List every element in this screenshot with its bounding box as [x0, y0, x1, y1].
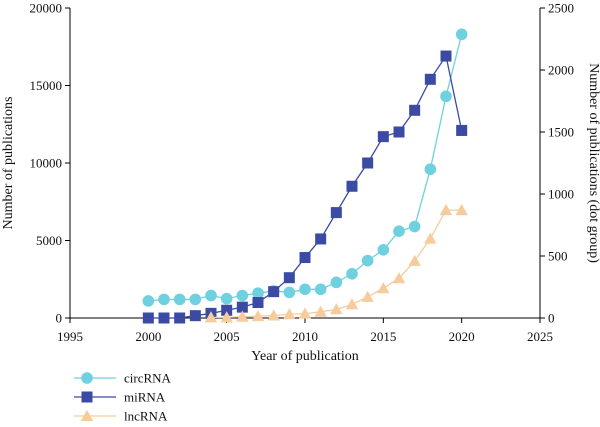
y-left-tick-label: 10000	[30, 156, 63, 171]
mirna-point	[299, 252, 311, 264]
lncrna-point	[204, 311, 218, 323]
y-axis-left-title: Number of publications	[1, 97, 16, 230]
series-layer	[142, 28, 468, 324]
circrna-point	[314, 283, 327, 296]
mirna-point	[174, 312, 186, 324]
mirna-point	[456, 124, 468, 136]
lncrna-point	[361, 290, 374, 302]
legend-item-circrna: circRNA	[74, 371, 172, 386]
circrna-point	[440, 90, 452, 103]
series-mirna	[142, 50, 468, 324]
lncrna-point	[298, 307, 312, 319]
mirna-point	[424, 73, 436, 85]
x-tick-label: 2020	[449, 329, 475, 344]
circrna-point	[252, 287, 264, 300]
lncrna-point	[220, 311, 233, 323]
axes	[69, 8, 541, 319]
mirna-point	[315, 233, 327, 245]
legend-label: circRNA	[124, 371, 172, 386]
lncrna-point	[236, 310, 249, 322]
y-left-tick-label: 5000	[36, 233, 62, 248]
y-right-tick-label: 2000	[548, 63, 574, 78]
mirna-point	[393, 126, 405, 138]
lncrna-point	[439, 203, 453, 216]
circrna-point	[377, 244, 390, 256]
lncrna-point	[314, 305, 327, 317]
circrna-point	[142, 295, 155, 307]
mirna-point	[362, 157, 374, 169]
mirna-point	[268, 286, 280, 298]
legend-item-lncrna: lncRNA	[74, 409, 168, 424]
y-right-ticks: 0 500 1000 1500 2000 2500	[540, 1, 574, 326]
mirna-point	[158, 312, 170, 324]
legend: circRNA miRNA lncRNA	[74, 371, 172, 424]
mirna-point	[346, 180, 358, 192]
mirna-point	[330, 207, 342, 219]
x-tick-label: 2005	[214, 329, 240, 344]
x-axis-title: Year of publication	[251, 349, 358, 364]
y-axis-right-title: Number of publications (dot group)	[586, 63, 600, 263]
lncrna-point	[392, 272, 406, 284]
legend-label: miRNA	[124, 390, 166, 405]
lncrna-point	[424, 232, 437, 244]
x-tick-label: 2010	[292, 329, 318, 344]
circrna-point	[408, 220, 421, 233]
mirna-point	[221, 304, 233, 316]
circrna-point	[173, 293, 186, 306]
circrna-point	[283, 286, 296, 299]
circrna-point	[158, 293, 170, 306]
lncrna-point	[377, 282, 390, 294]
circrna-point	[393, 225, 405, 237]
x-tick-label: 1995	[57, 329, 83, 344]
mirna-point	[409, 104, 421, 116]
mirna-point	[189, 310, 201, 322]
legend-item-mirna: miRNA	[74, 390, 166, 405]
y-right-tick-label: 500	[548, 249, 568, 264]
lncrna-point	[251, 309, 265, 322]
circrna-point	[330, 276, 343, 289]
x-tick-label: 2025	[527, 329, 553, 344]
x-tick-label: 2000	[135, 329, 161, 344]
lncrna-point	[345, 298, 359, 310]
lncrna-point	[408, 254, 421, 266]
circrna-point	[299, 283, 311, 296]
circrna-point	[424, 163, 437, 175]
y-left-tick-label: 20000	[30, 1, 63, 16]
mirna-point	[283, 272, 295, 284]
mirna-point	[252, 297, 264, 308]
legend-label: lncRNA	[124, 409, 168, 424]
legend-marker-lncrna	[80, 409, 94, 421]
legend-marker-mirna	[81, 391, 93, 403]
series-lncrna	[204, 203, 468, 323]
y-right-tick-label: 1000	[548, 187, 574, 202]
lncrna-point	[283, 308, 296, 320]
y-right-tick-label: 1500	[548, 125, 574, 140]
lncrna-point	[267, 309, 280, 321]
circrna-point	[455, 28, 468, 41]
circrna-point	[205, 289, 217, 302]
mirna-line	[148, 54, 463, 319]
circrna-point	[220, 292, 233, 305]
series-circrna	[142, 28, 468, 307]
y-left-tick-label: 0	[56, 311, 63, 326]
x-ticks: 1995 2000 2005 2010 2015 2020 2025	[57, 318, 553, 344]
mirna-point	[142, 312, 154, 324]
mirna-point	[236, 301, 248, 313]
y-right-tick-label: 0	[548, 311, 555, 326]
y-left-ticks: 0 5000 10000 15000 20000	[30, 1, 70, 326]
y-right-tick-label: 2500	[548, 1, 574, 16]
lncrna-line	[211, 209, 462, 319]
lncrna-point	[330, 303, 343, 315]
mirna-point	[440, 50, 452, 62]
y-left-tick-label: 15000	[30, 78, 63, 93]
lncrna-point	[455, 203, 468, 216]
circrna-point	[361, 254, 374, 267]
circrna-point	[236, 289, 249, 302]
circrna-point	[189, 293, 202, 306]
legend-marker-circrna	[81, 372, 93, 384]
x-tick-label: 2015	[370, 329, 396, 344]
mirna-point	[377, 131, 389, 143]
circrna-point	[346, 268, 358, 280]
